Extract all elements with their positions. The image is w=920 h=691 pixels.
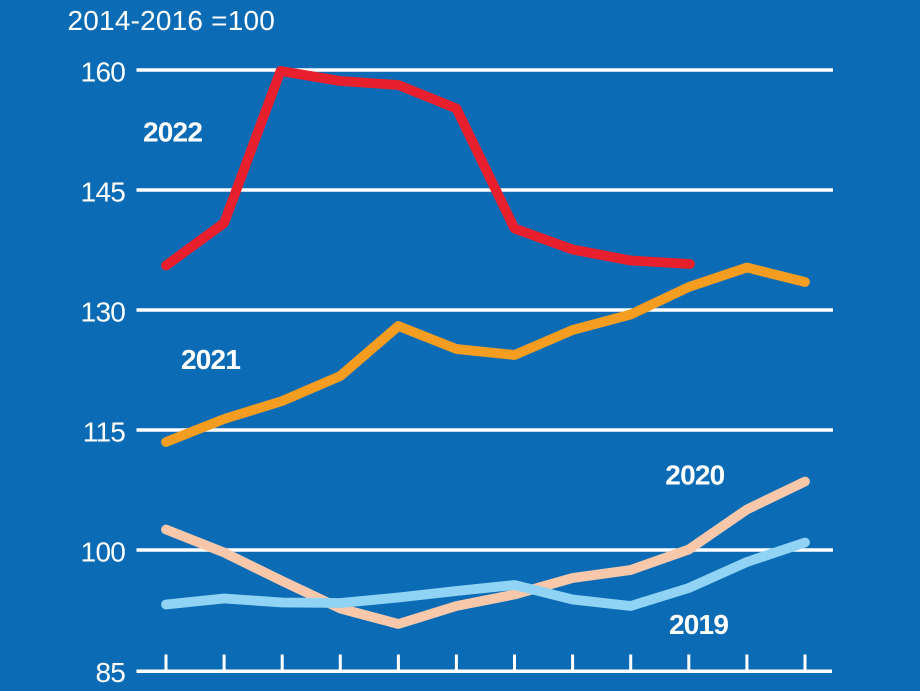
svg-text:2022: 2022 (143, 117, 202, 148)
svg-text:2019: 2019 (669, 609, 728, 640)
svg-text:85: 85 (95, 657, 125, 688)
svg-text:2021: 2021 (181, 344, 240, 375)
svg-text:130: 130 (81, 297, 126, 328)
svg-text:145: 145 (81, 177, 126, 208)
svg-text:115: 115 (83, 417, 125, 448)
svg-text:2014-2016 =100: 2014-2016 =100 (68, 5, 276, 36)
svg-text:2020: 2020 (665, 460, 724, 491)
svg-text:100: 100 (81, 537, 126, 568)
svg-text:160: 160 (81, 57, 126, 88)
